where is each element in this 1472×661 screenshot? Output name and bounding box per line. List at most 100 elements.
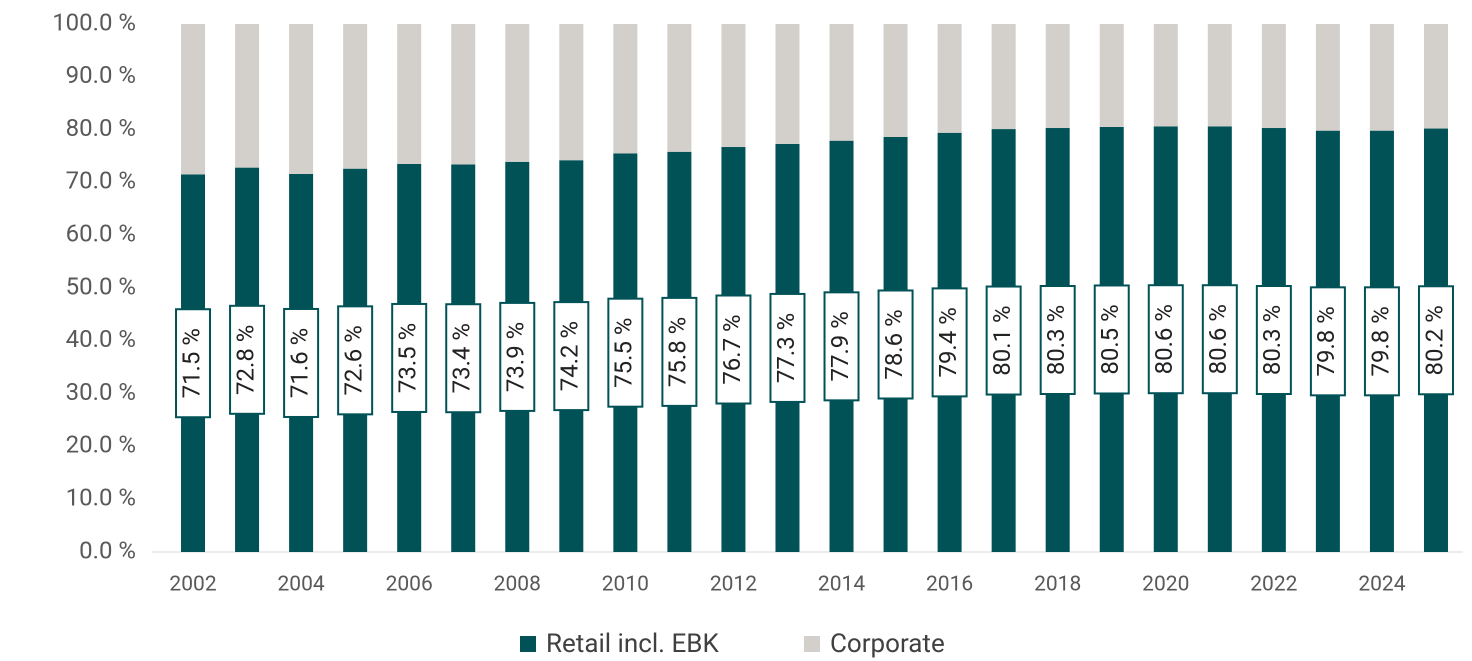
data-label: 75.8 % — [664, 317, 692, 387]
y-tick-label: 70.0 % — [66, 167, 136, 195]
bar-segment — [613, 24, 638, 154]
bar-segment — [505, 24, 530, 162]
bar-segment — [1207, 24, 1232, 127]
data-label: 77.3 % — [772, 313, 800, 383]
legend-swatch — [804, 636, 820, 652]
data-label: 74.2 % — [556, 321, 584, 391]
data-label: 80.6 % — [1150, 304, 1178, 374]
y-tick-label: 40.0 % — [66, 325, 136, 353]
bar-segment — [1423, 24, 1448, 129]
bar-segment — [937, 24, 962, 133]
bar-segment — [991, 24, 1016, 130]
data-label: 75.5 % — [610, 318, 638, 388]
x-tick-label: 2016 — [926, 573, 973, 597]
y-tick-label: 60.0 % — [66, 220, 136, 248]
bar-segment — [1045, 24, 1070, 129]
data-label-box — [1363, 286, 1400, 397]
data-label-box — [1093, 284, 1130, 395]
bar-segment — [559, 24, 584, 161]
bar-segment — [181, 24, 206, 175]
x-tick-label: 2018 — [1034, 573, 1081, 597]
data-label-box — [715, 294, 752, 405]
bar-segment — [721, 24, 746, 148]
y-tick-label: 80.0 % — [66, 114, 136, 142]
data-label-box — [1201, 284, 1238, 395]
data-label: 72.6 % — [339, 325, 367, 395]
data-label: 79.8 % — [1312, 306, 1340, 376]
y-tick-label: 100.0 % — [52, 8, 136, 36]
data-label: 80.3 % — [1258, 305, 1286, 375]
data-label: 80.6 % — [1204, 304, 1232, 374]
data-label: 79.8 % — [1366, 306, 1394, 376]
data-label-box — [445, 303, 482, 414]
x-tick-label: 2022 — [1250, 573, 1297, 597]
data-label: 80.1 % — [988, 305, 1016, 375]
bar-segment — [235, 24, 260, 168]
y-tick-label: 50.0 % — [66, 272, 136, 300]
x-tick-label: 2004 — [277, 573, 324, 597]
data-label-box — [877, 289, 914, 400]
data-label: 71.6 % — [285, 328, 313, 398]
data-label: 72.8 % — [231, 325, 259, 395]
x-tick-label: 2002 — [169, 573, 216, 597]
data-label-box — [337, 305, 374, 416]
bar-segment — [343, 24, 368, 169]
bar-segment — [667, 24, 692, 152]
bar-segment — [883, 24, 908, 137]
data-label: 73.5 % — [394, 323, 422, 393]
data-label: 78.6 % — [880, 309, 908, 379]
data-label-box — [661, 296, 698, 407]
data-label-box — [499, 301, 536, 412]
data-label: 77.9 % — [826, 311, 854, 381]
data-label-box — [1147, 284, 1184, 395]
data-label-box — [553, 301, 590, 412]
data-label: 80.3 % — [1042, 305, 1070, 375]
x-tick-label: 2010 — [602, 573, 649, 597]
y-tick-label: 30.0 % — [66, 378, 136, 406]
bar-segment — [289, 24, 314, 174]
data-label: 80.5 % — [1096, 304, 1124, 374]
x-tick-label: 2008 — [494, 573, 541, 597]
bar-segment — [1261, 24, 1286, 129]
data-label-box — [1255, 285, 1292, 396]
data-label-box — [931, 287, 968, 398]
data-label-box — [391, 302, 428, 413]
x-tick-label: 2020 — [1142, 573, 1189, 597]
bar-segment — [397, 24, 422, 164]
legend-swatch — [520, 636, 536, 652]
data-label-box — [283, 307, 320, 418]
y-tick-label: 0.0 % — [79, 536, 136, 564]
data-label-box — [607, 297, 644, 408]
data-label-box — [175, 308, 212, 419]
x-tick-label: 2024 — [1358, 573, 1405, 597]
data-label-box — [229, 304, 266, 415]
legend-label: Retail incl. EBK — [546, 629, 719, 659]
bar-segment — [1315, 24, 1340, 131]
data-label: 73.4 % — [448, 323, 476, 393]
y-tick-label: 20.0 % — [66, 431, 136, 459]
data-label: 73.9 % — [502, 322, 530, 392]
bar-segment — [1099, 24, 1124, 127]
x-tick-label: 2014 — [818, 573, 865, 597]
x-tick-label: 2006 — [386, 573, 433, 597]
data-label: 80.2 % — [1420, 305, 1448, 375]
data-label-box — [823, 291, 860, 402]
y-tick-label: 10.0 % — [66, 484, 136, 512]
legend-label: Corporate — [830, 629, 945, 659]
bar-segment — [1153, 24, 1178, 127]
data-label-box — [985, 285, 1022, 396]
bar-segment — [1369, 24, 1394, 131]
bar-segment — [775, 24, 800, 144]
data-label-box — [1417, 285, 1454, 396]
bar-segment — [451, 24, 476, 165]
bar-segment — [829, 24, 854, 141]
y-tick-label: 90.0 % — [66, 61, 136, 89]
data-label-box — [1039, 285, 1076, 396]
data-label-box — [1309, 286, 1346, 397]
data-label: 76.7 % — [718, 314, 746, 384]
data-label: 71.5 % — [177, 328, 205, 398]
x-tick-label: 2012 — [710, 573, 757, 597]
data-label-box — [769, 292, 806, 403]
data-label: 79.4 % — [934, 307, 962, 377]
